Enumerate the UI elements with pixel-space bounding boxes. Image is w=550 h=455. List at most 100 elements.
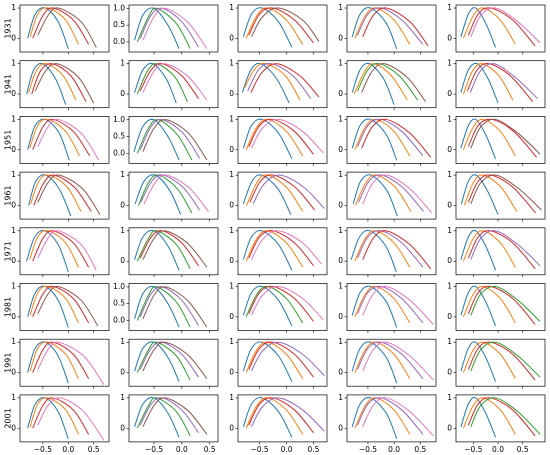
panel: 01	[229, 282, 328, 333]
plot-area	[27, 7, 97, 50]
frame	[455, 4, 546, 53]
curve	[137, 174, 193, 214]
y-tick-label: 0	[11, 145, 16, 154]
curve	[134, 341, 180, 382]
curve	[351, 285, 398, 328]
plot-area	[460, 285, 541, 327]
y-tick-label: 1	[229, 282, 234, 291]
y-tick-label: 0	[229, 312, 234, 321]
curve	[242, 230, 293, 271]
plot-area	[242, 118, 324, 160]
y-tick-label: 1	[11, 114, 16, 123]
y-tick-label: 1	[447, 114, 452, 123]
panel: 0.0 0.5 1.0	[113, 282, 219, 333]
curve	[351, 397, 398, 440]
curve	[245, 230, 304, 268]
plot-area	[27, 341, 105, 385]
curve	[242, 174, 292, 215]
frame	[346, 116, 437, 164]
curve	[37, 174, 101, 215]
frame	[455, 116, 546, 164]
panel: 01	[447, 59, 546, 111]
curve	[143, 174, 209, 212]
curve	[354, 341, 411, 379]
panel: 01	[229, 337, 328, 389]
plot-area	[134, 229, 208, 271]
panel: 01	[447, 226, 546, 278]
y-tick-label: 0	[120, 256, 125, 265]
curve	[136, 7, 191, 49]
curve	[142, 63, 208, 101]
y-tick-label: 1	[447, 393, 452, 402]
curve	[245, 118, 304, 157]
curve	[248, 285, 314, 322]
x-tick-label: 0.5	[308, 445, 320, 454]
plot-area	[26, 62, 95, 105]
y-tick-label: 1	[447, 226, 452, 235]
curve	[136, 341, 191, 381]
curve	[469, 63, 538, 99]
curve	[136, 286, 191, 328]
frame	[19, 394, 110, 443]
x-tick-label: −0.5	[464, 445, 482, 454]
curve	[244, 62, 301, 101]
curve	[134, 174, 182, 215]
plot-area	[26, 230, 97, 272]
curve	[357, 63, 419, 101]
y-tick-label: 1	[338, 393, 343, 402]
y-tick-label: 1	[120, 226, 125, 235]
frame	[455, 227, 546, 276]
curve	[37, 7, 97, 48]
y-tick-label: 1	[229, 170, 234, 179]
y-tick-label: 1	[338, 282, 343, 291]
curve	[139, 119, 201, 159]
x-tick-label: −0.5	[34, 445, 52, 454]
y-tick-label: 0	[11, 256, 16, 265]
y-tick-label: 0	[11, 33, 16, 42]
row-label: 1941	[4, 74, 13, 94]
curve	[362, 230, 432, 270]
panel: 01	[11, 226, 110, 278]
y-tick-label: 0	[338, 33, 343, 42]
plot-area	[351, 62, 426, 105]
y-tick-label: 0	[229, 33, 234, 42]
y-tick-label: 0	[11, 368, 16, 377]
panel: 01	[11, 3, 110, 55]
frame	[128, 116, 219, 164]
row-label: 1951	[4, 130, 13, 150]
curve	[460, 174, 499, 215]
panel: 01	[120, 59, 219, 111]
y-tick-label: 0	[338, 423, 343, 432]
plot-area	[27, 285, 99, 328]
panel: 01	[447, 337, 546, 389]
curve	[29, 118, 80, 157]
y-tick-label: 1	[338, 170, 343, 179]
curve	[29, 230, 79, 268]
panel: 01	[229, 170, 328, 222]
panel: 01	[229, 3, 328, 55]
curve	[470, 230, 541, 267]
curve	[26, 230, 69, 272]
y-tick-label: 0	[338, 256, 343, 265]
row-label: 2001	[4, 408, 13, 428]
curve	[467, 341, 536, 381]
x-tick-label: 0.5	[204, 445, 216, 454]
y-tick-label: 1	[338, 59, 343, 68]
y-tick-label: 1	[120, 337, 125, 346]
y-tick-label: 1.0	[113, 115, 125, 124]
curve	[27, 341, 69, 384]
y-tick-label: 1	[11, 282, 16, 291]
frame	[237, 171, 328, 220]
curve	[134, 229, 180, 271]
frame	[346, 227, 437, 276]
curve	[248, 230, 314, 267]
plot-area	[134, 7, 208, 49]
y-tick-label: 0	[447, 423, 452, 432]
x-tick-label: 0.5	[414, 445, 426, 454]
curve	[470, 118, 541, 155]
plot-area	[242, 285, 324, 327]
curve	[467, 7, 536, 47]
curve	[351, 118, 398, 161]
frame	[128, 283, 219, 331]
curve	[136, 397, 191, 437]
